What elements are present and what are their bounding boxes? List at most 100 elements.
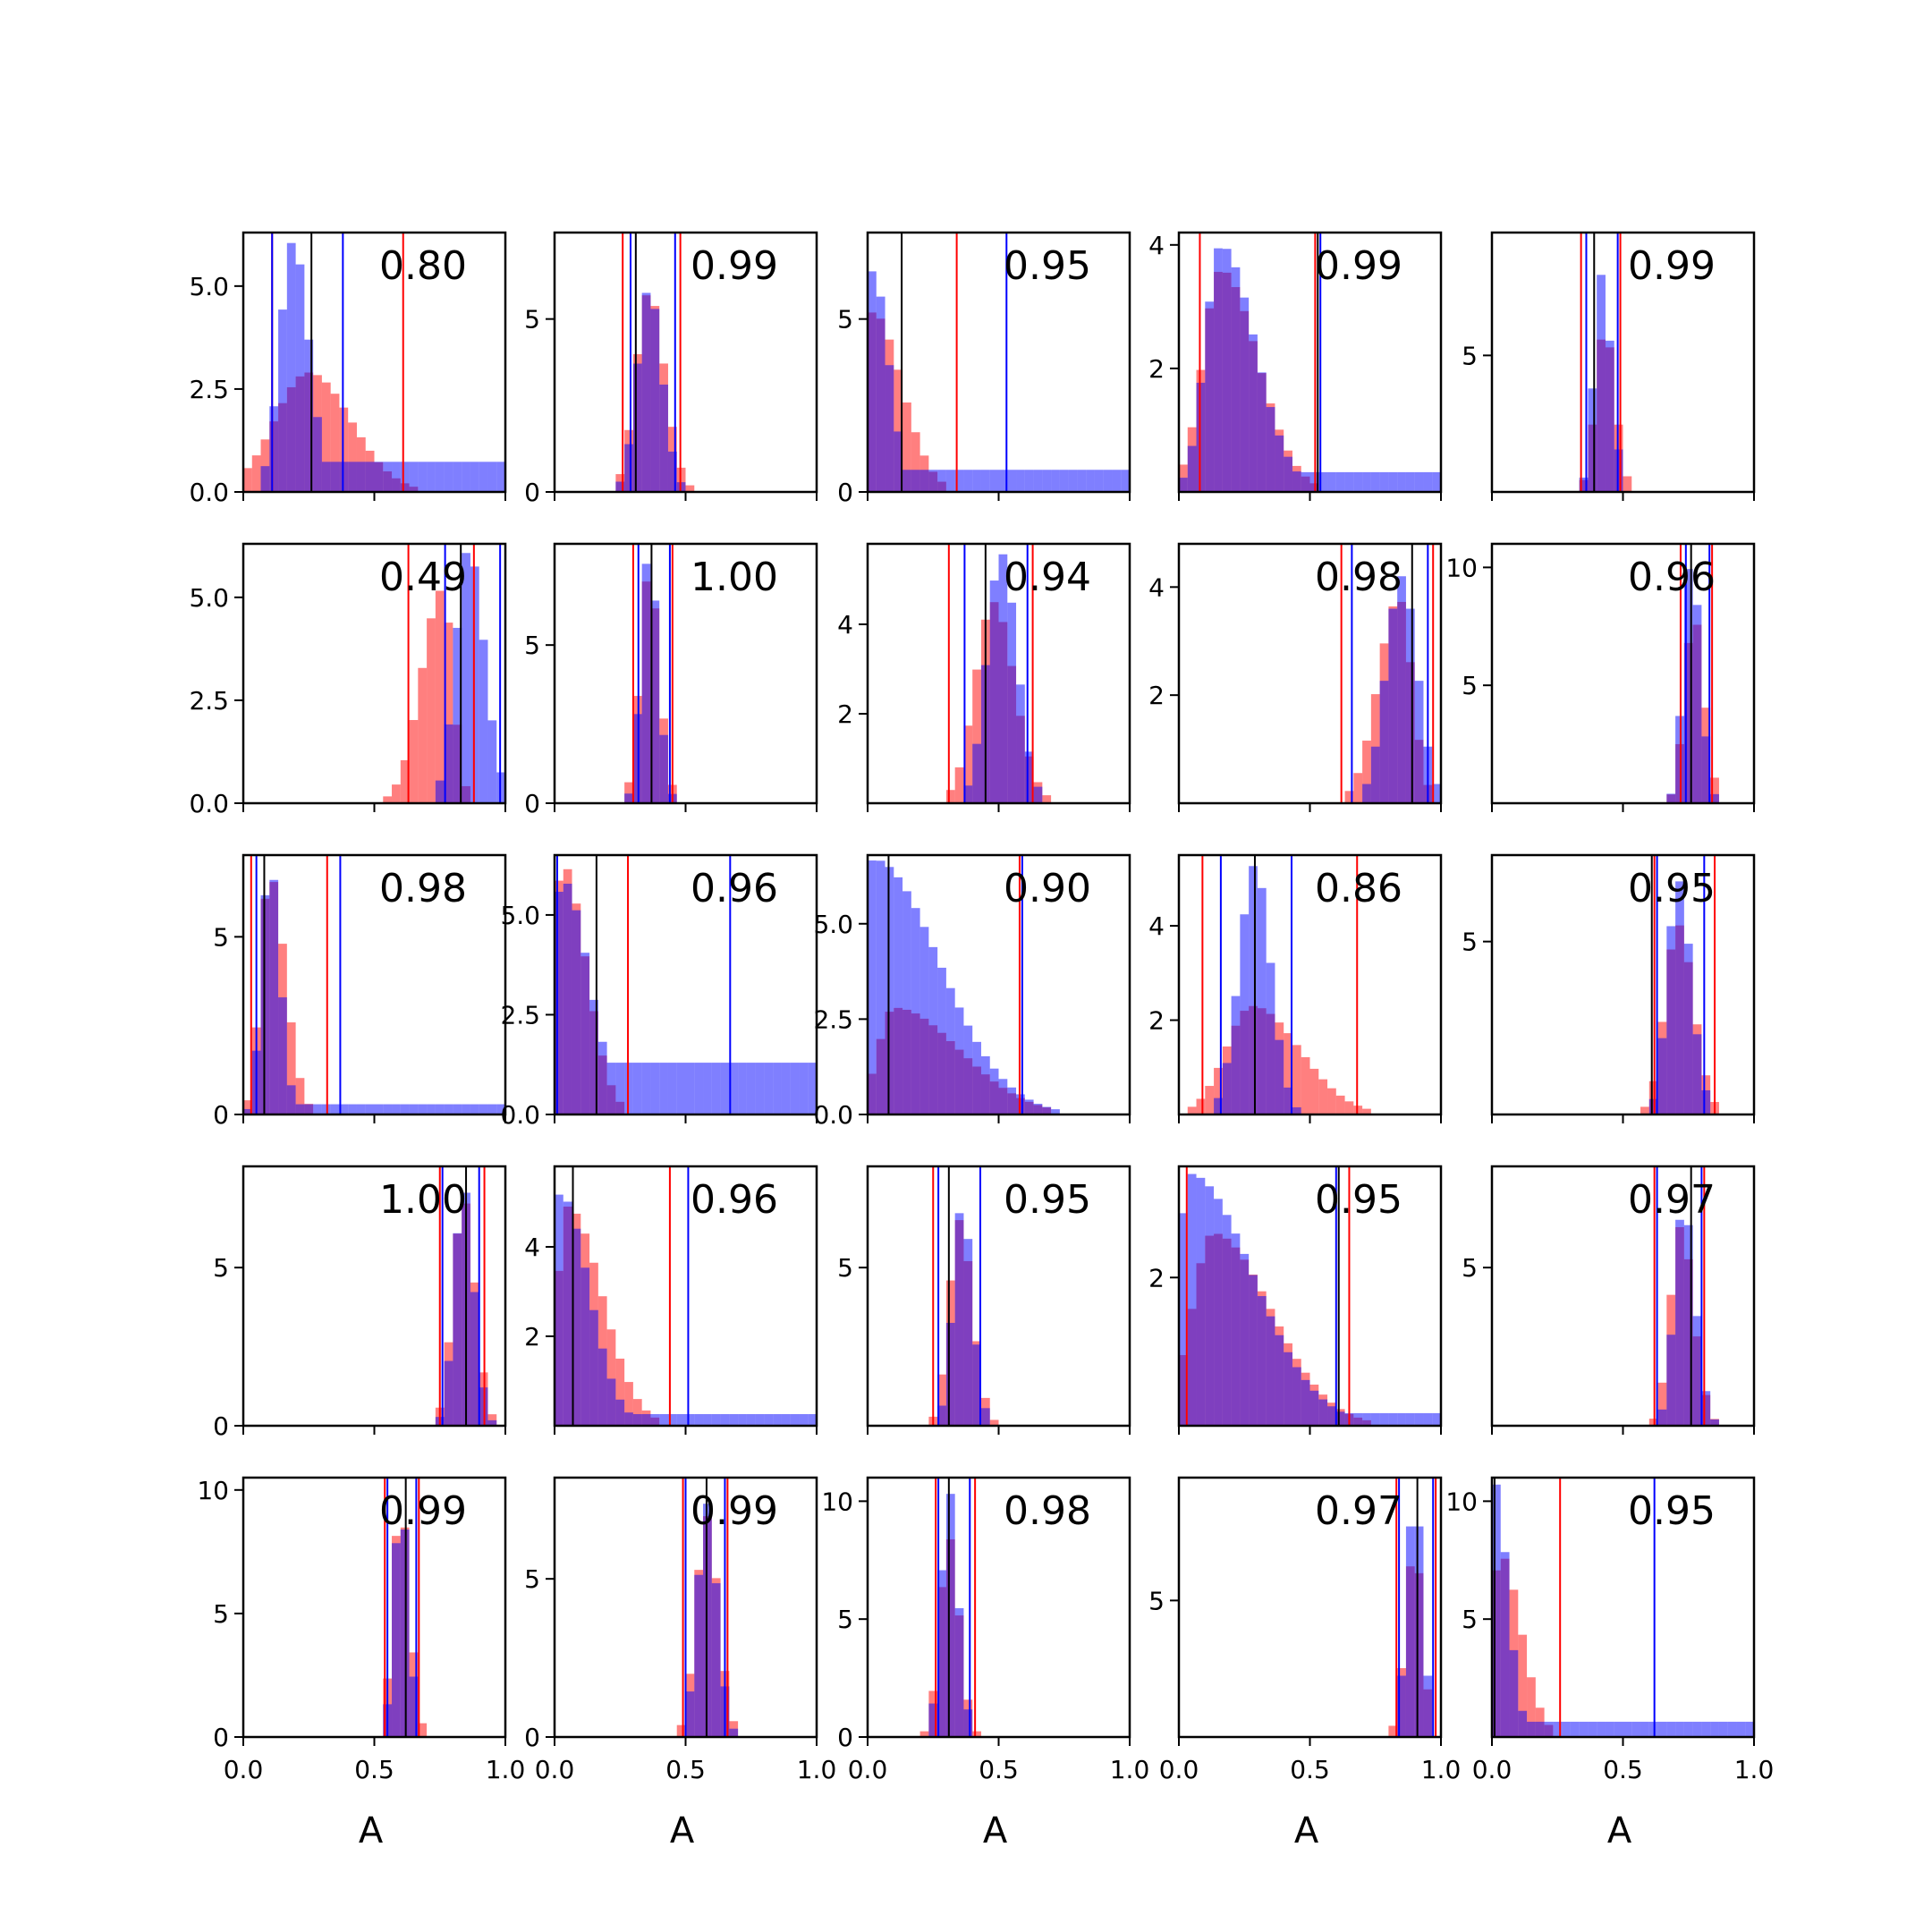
blue-histogram-bar <box>1353 471 1363 492</box>
blue-histogram-bar <box>781 1414 791 1426</box>
blue-histogram-bar <box>1423 471 1433 492</box>
blue-histogram-bar <box>1362 784 1371 803</box>
blue-histogram-bar <box>894 877 903 1114</box>
red-histogram-bar <box>624 1382 633 1426</box>
blue-histogram-bar <box>374 462 384 492</box>
blue-histogram-bar <box>365 462 375 492</box>
blue-histogram-bar <box>597 1348 607 1426</box>
blue-histogram-bar <box>1240 914 1250 1114</box>
panel-score-label: 0.99 <box>691 243 778 289</box>
panel-4-3: 50.95 <box>837 1165 1131 1435</box>
red-histogram-bar <box>435 590 445 803</box>
blue-histogram-bar <box>1292 1367 1301 1426</box>
panel-5-1: 0.0 0.5 1.0 0 5 10 0.99 A <box>197 1476 525 1852</box>
y-tick-label: 4 <box>1148 231 1165 260</box>
panel-score-label: 0.97 <box>1315 1488 1402 1534</box>
blue-histogram-bar <box>444 462 453 492</box>
x-tick-label: 0.5 <box>354 1755 394 1784</box>
blue-histogram-bar <box>453 1233 462 1426</box>
blue-histogram-bar <box>1370 746 1380 803</box>
red-histogram-bar <box>624 782 633 803</box>
blue-histogram-bar <box>667 1414 677 1426</box>
y-tick-label: 0 <box>837 478 853 507</box>
blue-histogram-bar <box>1692 1721 1702 1737</box>
blue-histogram-bar <box>1692 605 1702 803</box>
blue-histogram-bar <box>606 1378 616 1426</box>
blue-histogram-bar <box>356 462 366 492</box>
panel-score-label: 0.96 <box>1628 555 1716 600</box>
blue-histogram-bar <box>954 1007 964 1114</box>
blue-histogram-bar <box>685 1691 695 1737</box>
blue-histogram-bar <box>1222 249 1232 492</box>
blue-histogram-bar <box>1257 887 1267 1114</box>
blue-histogram-bar <box>1016 470 1025 492</box>
panel-3-4: 240.86 <box>1148 853 1443 1123</box>
panel-score-label: 0.99 <box>1315 243 1402 289</box>
y-tick-label: 0.0 <box>189 789 229 818</box>
blue-histogram-bar <box>400 462 410 492</box>
y-tick-label: 0.0 <box>813 1100 853 1130</box>
blue-histogram-bar <box>496 1104 505 1114</box>
blue-histogram-bar <box>479 1104 488 1114</box>
blue-histogram-bar <box>945 470 955 492</box>
panel-3-3: 0.0 2.5 5.0 0.90 <box>813 853 1131 1130</box>
panel-score-label: 0.94 <box>1004 555 1091 600</box>
red-histogram-bar <box>894 369 903 492</box>
y-tick-label: 0 <box>213 1100 229 1130</box>
panel-score-label: 0.49 <box>379 555 467 600</box>
blue-histogram-bar <box>580 1267 590 1426</box>
y-tick-label: 0 <box>524 789 540 818</box>
y-tick-label: 4 <box>1148 572 1165 602</box>
blue-histogram-bar <box>1231 267 1241 492</box>
blue-histogram-bar <box>1249 866 1258 1114</box>
blue-histogram-bar <box>1112 470 1122 492</box>
y-tick-label: 5 <box>1462 341 1478 370</box>
blue-histogram-bar <box>773 1063 782 1114</box>
y-tick-label: 2 <box>1148 1006 1165 1036</box>
blue-histogram-bar <box>1379 681 1389 803</box>
blue-histogram-bar <box>1249 334 1258 492</box>
blue-histogram-bar <box>295 1104 305 1114</box>
x-axis-label: A <box>359 1810 384 1852</box>
blue-histogram-bar <box>632 1414 642 1426</box>
blue-histogram-bar <box>1007 470 1017 492</box>
y-tick-label: 5.0 <box>500 901 540 930</box>
y-tick-label: 5 <box>213 922 229 952</box>
y-tick-label: 0 <box>837 1723 853 1752</box>
red-histogram-bar <box>243 1100 252 1114</box>
blue-histogram-bar <box>711 1063 721 1114</box>
blue-histogram-bar <box>1301 471 1310 492</box>
red-histogram-bar <box>632 1399 642 1426</box>
red-histogram-bar <box>1388 1725 1398 1737</box>
blue-histogram-bar <box>1275 435 1284 492</box>
blue-histogram-bar <box>444 724 453 803</box>
blue-histogram-bar <box>470 1104 479 1114</box>
red-histogram-bar <box>1362 1108 1371 1114</box>
y-tick-label: 2.5 <box>189 375 229 404</box>
red-histogram-bar <box>1353 773 1363 803</box>
red-histogram-bar <box>383 796 393 803</box>
red-histogram-bar <box>919 1731 929 1737</box>
blue-histogram-bar <box>928 1703 938 1737</box>
y-tick-label: 4 <box>1148 911 1165 941</box>
red-histogram-bar <box>1205 1086 1215 1114</box>
blue-histogram-bar <box>286 242 296 492</box>
blue-histogram-bar <box>409 1104 419 1114</box>
blue-histogram-bar <box>764 1414 774 1426</box>
panel-score-label: 0.90 <box>1004 866 1091 911</box>
blue-histogram-bar <box>418 462 428 492</box>
blue-histogram-bar <box>1544 1721 1554 1737</box>
red-histogram-bar <box>989 1419 999 1426</box>
red-histogram-bar <box>1710 777 1719 803</box>
y-tick-label: 2.5 <box>813 1004 853 1034</box>
x-tick-label: 0.5 <box>665 1755 706 1784</box>
blue-histogram-bar <box>1214 248 1223 492</box>
blue-histogram-bar <box>963 470 973 492</box>
blue-histogram-bar <box>720 1414 730 1426</box>
blue-histogram-bar <box>1257 1296 1267 1426</box>
blue-histogram-bar <box>418 1104 428 1114</box>
y-tick-label: 10 <box>197 1476 229 1505</box>
blue-histogram-bar <box>1222 1215 1232 1426</box>
blue-histogram-bar <box>1388 608 1398 803</box>
